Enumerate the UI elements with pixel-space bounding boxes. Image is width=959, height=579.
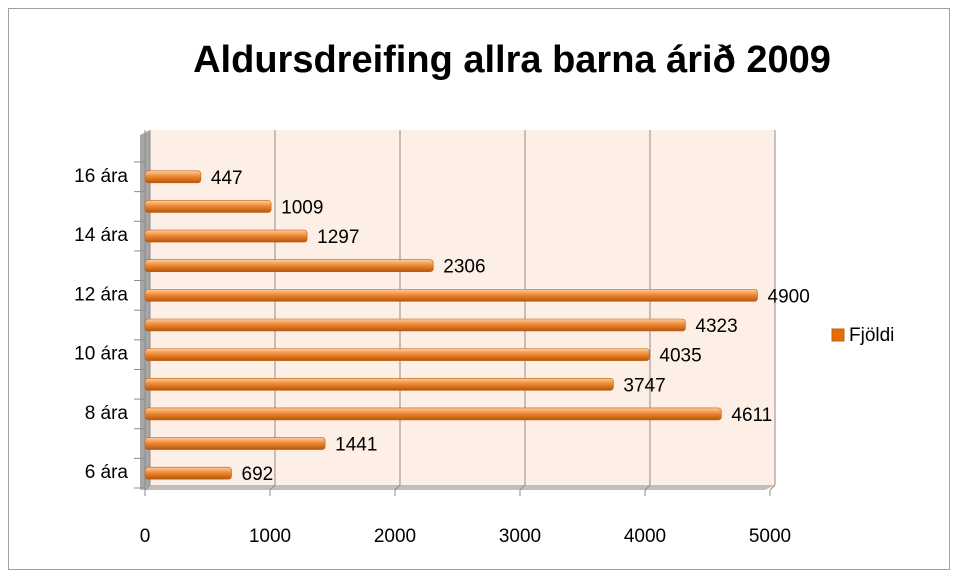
chart-title: Aldursdreifing allra barna árið 2009 [193, 39, 831, 81]
grid-line-floor [644, 484, 651, 491]
bar [144, 200, 272, 213]
x-tick-label: 5000 [749, 526, 791, 547]
data-label: 1441 [335, 435, 377, 456]
x-tick-label: 2000 [374, 526, 416, 547]
data-label: 4900 [768, 286, 810, 307]
y-tick-label: 12 ára [74, 284, 128, 305]
bar [144, 170, 202, 184]
y-tick-label: 10 ára [74, 344, 128, 365]
y-tick-label: 6 ára [85, 462, 129, 483]
bar [144, 437, 326, 450]
x-tick-label: 3000 [499, 526, 541, 547]
grid-line-floor [769, 484, 776, 491]
back-wall [150, 130, 775, 485]
bar [144, 466, 232, 480]
x-tick-label: 1000 [249, 526, 291, 547]
x-tick-label: 0 [140, 526, 151, 547]
y-tick-label: 16 ára [74, 166, 128, 187]
data-label: 4035 [659, 346, 701, 367]
bar [144, 229, 308, 243]
data-label: 4611 [731, 405, 772, 426]
data-label: 4323 [695, 316, 737, 337]
bar [144, 407, 722, 421]
y-tick-label: 14 ára [74, 225, 128, 246]
grid-line-floor [144, 484, 151, 491]
data-label: 1009 [281, 197, 323, 218]
x-tick-label: 4000 [624, 526, 666, 547]
grid-line-floor [269, 484, 276, 491]
data-label: 692 [242, 464, 274, 485]
data-label: 3747 [623, 375, 665, 396]
grid-line-floor [519, 484, 526, 491]
bar [144, 318, 686, 332]
bar [144, 259, 434, 273]
data-label: 447 [211, 168, 243, 189]
bar [144, 377, 614, 391]
floor [140, 485, 775, 490]
legend-label: Fjöldi [849, 325, 894, 346]
bar [144, 348, 650, 361]
y-tick-label: 8 ára [85, 403, 129, 424]
data-label: 1297 [317, 227, 359, 248]
legend-swatch [831, 328, 845, 342]
bar [144, 289, 758, 302]
data-label: 2306 [443, 257, 485, 278]
grid-line-floor [394, 484, 401, 491]
